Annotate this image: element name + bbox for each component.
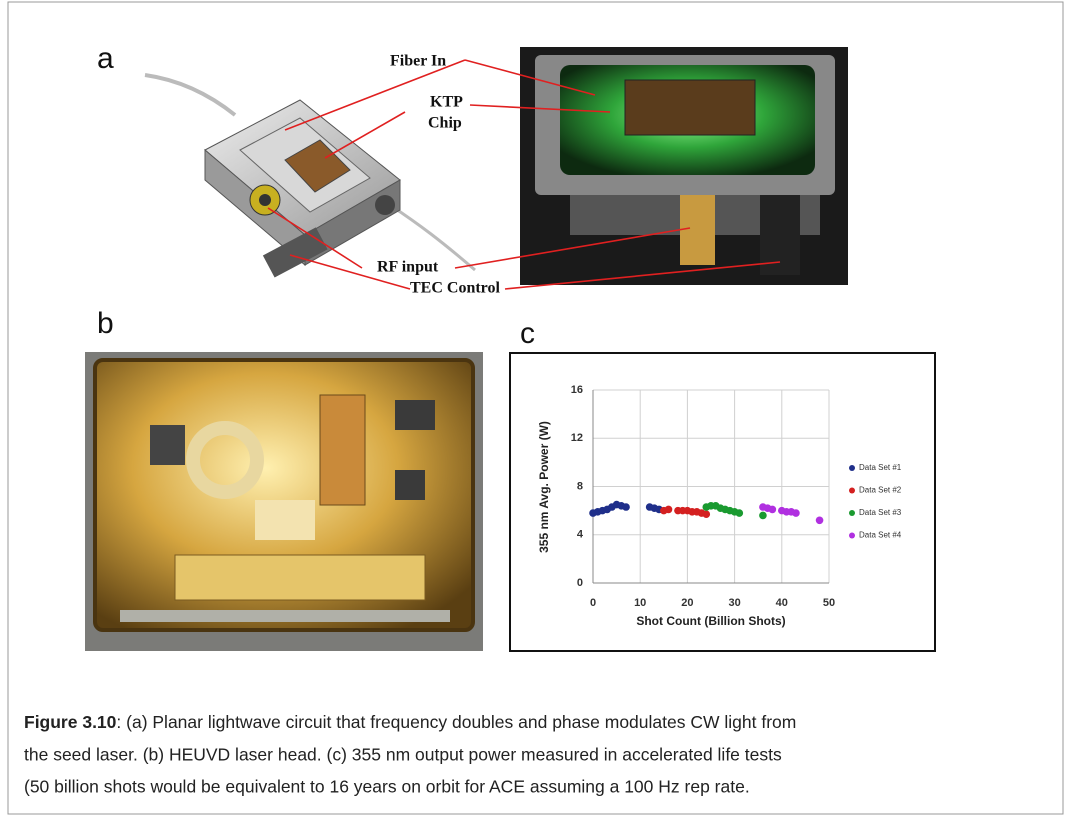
data-point (792, 509, 800, 517)
data-point (665, 506, 673, 514)
legend-marker (849, 465, 855, 471)
y-tick-label: 4 (577, 529, 584, 541)
callout: KTP (430, 94, 463, 111)
legend-marker (849, 510, 855, 516)
data-point (622, 503, 630, 511)
callout: TEC Control (410, 280, 500, 297)
legend-label: Data Set #4 (859, 531, 902, 540)
y-tick-label: 8 (577, 480, 583, 492)
panel-label: c (520, 317, 535, 350)
x-tick-label: 50 (823, 597, 835, 609)
page: a b c Fiber In KTP Chip RF input TEC Con… (0, 0, 1073, 815)
y-tick-label: 12 (571, 432, 583, 444)
callout: Chip (428, 115, 462, 132)
callout: RF input (377, 259, 439, 276)
caption-text: : (a) Planar lightwave circuit that freq… (116, 712, 796, 732)
data-point (769, 506, 777, 514)
panel-label: b (97, 307, 114, 340)
legend-marker (849, 488, 855, 494)
legend-label: Data Set #2 (859, 486, 902, 495)
data-point (816, 516, 824, 524)
legend-label: Data Set #1 (859, 463, 902, 472)
caption: Figure 3.10: (a) Planar lightwave circui… (24, 712, 796, 732)
data-point (759, 512, 767, 520)
caption-label: Figure 3.10 (24, 712, 117, 732)
x-tick-label: 30 (728, 597, 740, 609)
data-point (736, 509, 744, 517)
y-tick-label: 16 (571, 384, 583, 396)
caption-text: the seed laser. (b) HEUVD laser head. (c… (24, 745, 782, 765)
legend-label: Data Set #3 (859, 508, 902, 517)
y-axis-label: 355 nm Avg. Power (W) (537, 421, 551, 553)
x-axis-label: Shot Count (Billion Shots) (636, 614, 785, 628)
callout: Fiber In (390, 53, 446, 70)
caption-text: (50 billion shots would be equivalent to… (24, 777, 750, 797)
x-tick-label: 40 (776, 597, 788, 609)
x-tick-label: 10 (634, 597, 646, 609)
x-tick-label: 0 (590, 597, 596, 609)
x-tick-label: 20 (681, 597, 693, 609)
y-tick-label: 0 (577, 577, 583, 589)
panel-label: a (97, 42, 114, 75)
chart-frame (510, 353, 935, 651)
legend-marker (849, 533, 855, 539)
laser-head-photo (85, 352, 483, 651)
data-point (702, 510, 710, 518)
